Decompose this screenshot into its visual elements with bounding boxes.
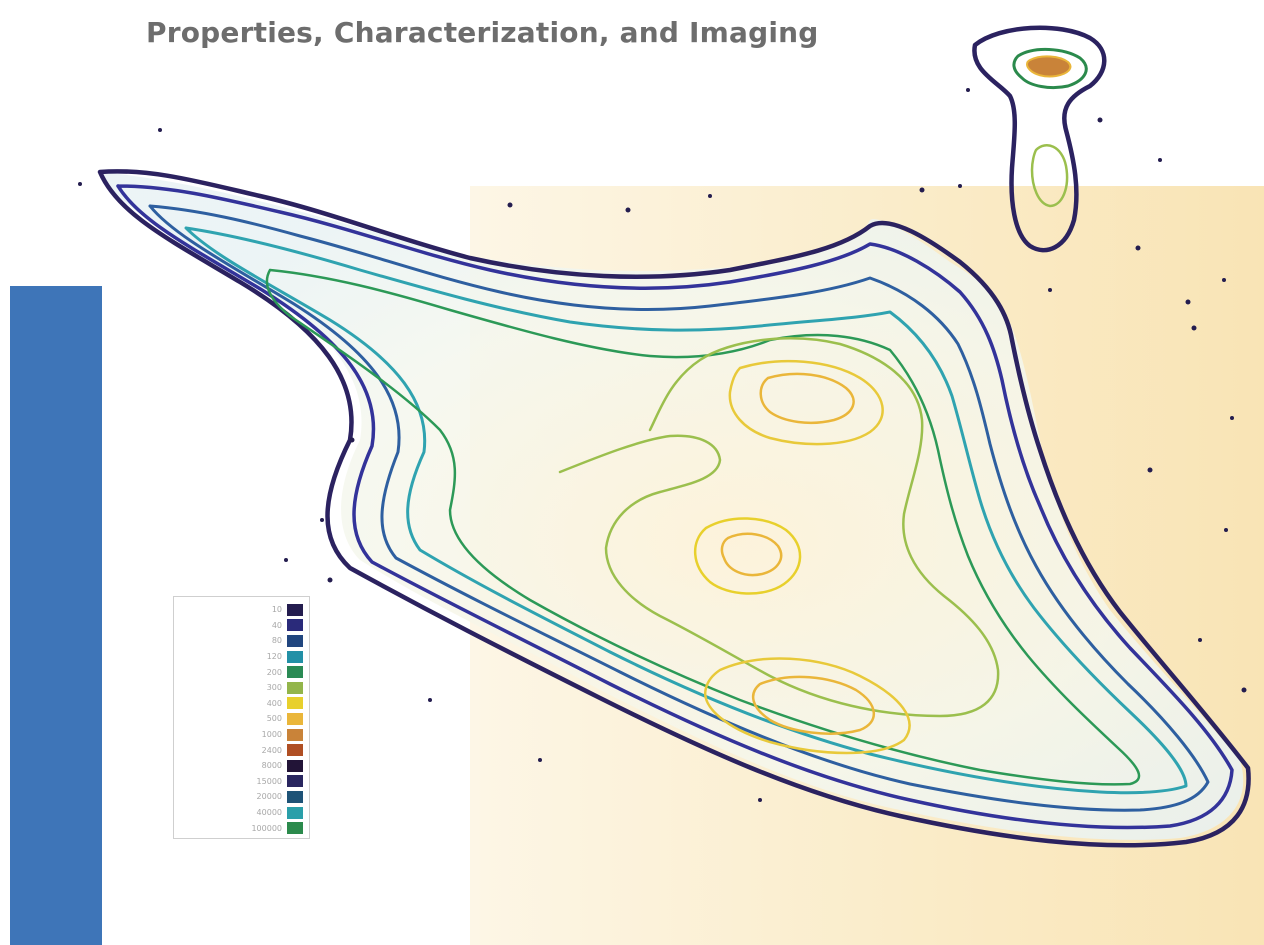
legend-row: 300 [178,680,303,696]
contour-fill-region [100,172,1244,840]
legend-row: 500 [178,711,303,727]
legend-row: 10 [178,602,303,618]
legend-label: 80 [271,636,282,646]
legend-row: 40 [178,618,303,634]
contour-line-120 [184,226,1188,795]
contour-line-80 [148,204,1210,812]
legend-row: 120 [178,649,303,665]
contour-line-400-upper [728,359,884,446]
legend-label: 500 [266,714,282,724]
legend-row: 80 [178,633,303,649]
legend-row: 20000 [178,789,303,805]
legend-swatch [287,681,303,694]
legend-label: 40000 [256,808,282,818]
contour-line-400-lower [704,657,911,755]
contour-line-200 [265,268,1141,786]
legend-label: 100000 [251,823,282,833]
legend-swatch [287,728,303,741]
contour-line-40 [116,184,1234,830]
legend-label: 15000 [256,776,282,786]
legend-swatch [287,822,303,835]
contour-line-300 [558,337,1000,718]
contour-line-400-middle [693,517,802,595]
legend-label: 300 [266,683,282,693]
contour-line-500-upper [759,372,855,425]
legend-swatch [287,775,303,788]
legend-swatch [287,650,303,663]
legend-label: 8000 [261,761,282,771]
legend-swatch [287,603,303,616]
contour-line-500-middle [720,532,783,577]
island-inner-contour [1012,47,1088,90]
island-peak-contour [1026,55,1072,78]
page-title: Properties, Characterization, and Imagin… [146,16,819,49]
legend-swatch [287,790,303,803]
island-outer-contour [972,25,1107,253]
legend-swatch [287,666,303,679]
legend-row: 400 [178,696,303,712]
legend-label: 400 [266,698,282,708]
legend-row: 1000 [178,727,303,743]
legend-row: 200 [178,664,303,680]
legend-label: 200 [266,667,282,677]
legend-row: 15000 [178,774,303,790]
legend-label: 10 [271,605,282,615]
legend-row: 2400 [178,742,303,758]
contour-line-10 [97,169,1251,848]
legend-label: 120 [266,652,282,662]
legend-swatch [287,634,303,647]
legend-swatch [287,619,303,632]
legend-swatch [287,697,303,710]
legend-label: 20000 [256,792,282,802]
legend-row: 40000 [178,805,303,821]
legend-label: 2400 [261,745,282,755]
legend-label: 40 [271,620,282,630]
legend-swatch [287,806,303,819]
legend-swatch [287,744,303,757]
legend-row: 100000 [178,820,303,836]
legend-row: 8000 [178,758,303,774]
scatter-specks [78,88,1247,802]
contour-line-500-lower [751,675,876,735]
left-accent-bar [10,286,102,945]
island-lower-contour [1030,144,1069,208]
legend-swatch [287,759,303,772]
contour-legend: 10 40 80 120 200 300 400 500 1000 2400 8000 15000 20… [173,596,310,839]
legend-label: 1000 [261,730,282,740]
legend-swatch [287,712,303,725]
